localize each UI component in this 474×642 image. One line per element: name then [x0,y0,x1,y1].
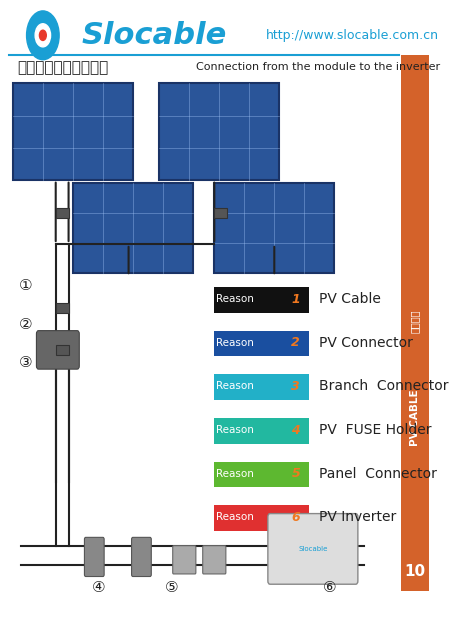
FancyBboxPatch shape [214,331,309,356]
Text: Connection from the module to the inverter: Connection from the module to the invert… [189,62,440,73]
FancyBboxPatch shape [214,462,309,487]
Text: Reason: Reason [217,294,255,304]
Text: PV Connector: PV Connector [319,336,413,350]
FancyBboxPatch shape [13,83,133,180]
Text: PV  FUSE Holder: PV FUSE Holder [319,423,432,437]
FancyBboxPatch shape [214,374,309,400]
Text: http://www.slocable.com.cn: http://www.slocable.com.cn [266,29,439,42]
Text: ⑤: ⑤ [164,580,178,595]
FancyBboxPatch shape [56,208,69,218]
FancyBboxPatch shape [214,418,309,444]
FancyBboxPatch shape [214,183,334,273]
Text: 1: 1 [292,293,300,306]
FancyBboxPatch shape [56,303,69,313]
Text: Reason: Reason [217,338,255,348]
FancyBboxPatch shape [36,331,79,369]
Text: Slocable: Slocable [82,21,227,50]
Text: 5: 5 [292,467,300,480]
Text: 4: 4 [292,424,300,437]
Text: 10: 10 [404,564,426,579]
Text: Reason: Reason [217,512,255,523]
FancyBboxPatch shape [214,287,309,313]
Text: ①: ① [19,278,33,293]
Text: ⑥: ⑥ [323,580,337,595]
FancyBboxPatch shape [214,505,309,531]
Text: 从组件到逆变器的连接: 从组件到逆变器的连接 [17,60,109,75]
Text: Panel  Connector: Panel Connector [319,467,437,481]
FancyBboxPatch shape [401,55,428,591]
Text: Reason: Reason [217,381,255,392]
Text: 6: 6 [292,511,300,524]
Text: PV Cable: PV Cable [319,292,381,306]
FancyBboxPatch shape [214,208,227,218]
Text: Reason: Reason [217,425,255,435]
FancyBboxPatch shape [159,83,279,180]
Text: Slocable: Slocable [298,546,328,552]
FancyBboxPatch shape [73,183,193,273]
Circle shape [39,30,46,40]
Text: PV CABLE: PV CABLE [410,389,420,446]
Text: 光伏电缆: 光伏电缆 [410,309,420,333]
Text: Reason: Reason [217,469,255,479]
FancyBboxPatch shape [56,345,69,354]
Text: ③: ③ [19,355,33,370]
Text: ④: ④ [92,580,105,595]
FancyBboxPatch shape [173,546,196,574]
Text: ②: ② [19,317,33,332]
FancyBboxPatch shape [84,537,104,577]
Text: 2: 2 [292,336,300,349]
Text: 3: 3 [292,380,300,393]
Circle shape [27,11,59,60]
FancyBboxPatch shape [132,537,151,577]
Text: Branch  Connector: Branch Connector [319,379,449,394]
FancyBboxPatch shape [203,546,226,574]
Text: PV Inverter: PV Inverter [319,510,397,525]
FancyBboxPatch shape [268,514,358,584]
Circle shape [35,24,51,47]
